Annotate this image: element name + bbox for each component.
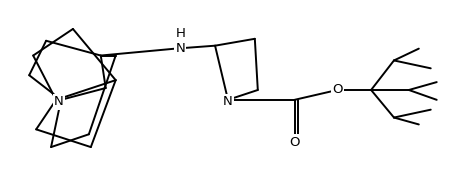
Text: N: N <box>223 95 232 108</box>
Text: H: H <box>175 27 185 40</box>
Text: O: O <box>331 83 342 96</box>
Text: N: N <box>175 42 185 55</box>
Text: N: N <box>54 95 64 108</box>
Text: O: O <box>289 136 299 149</box>
